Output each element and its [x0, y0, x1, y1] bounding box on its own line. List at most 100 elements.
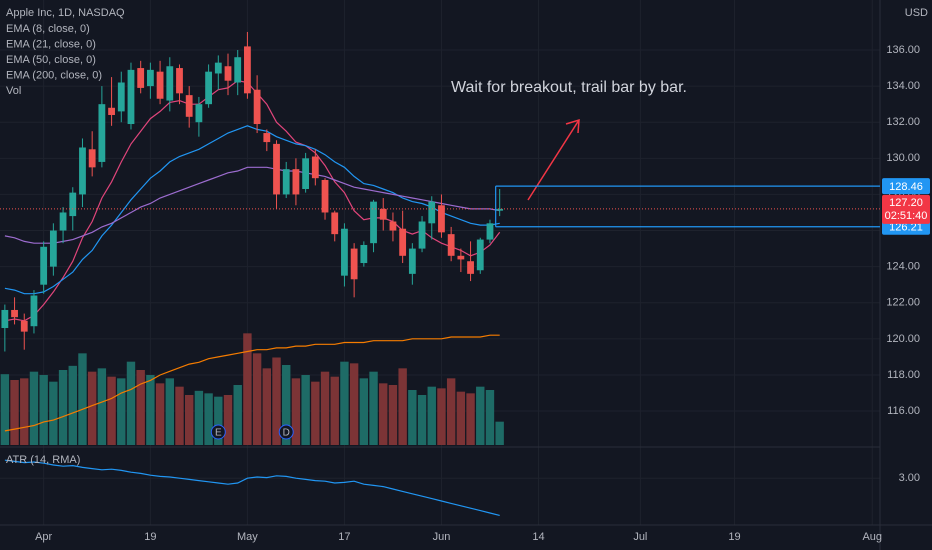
volume-bar — [437, 388, 446, 445]
volume-bar — [427, 386, 436, 445]
candle-body — [457, 255, 465, 260]
currency: USD — [905, 7, 928, 19]
volume-bar — [379, 383, 388, 445]
candle-body — [447, 234, 455, 256]
candle-body — [244, 46, 251, 94]
legend-entry: EMA (21, close, 0) — [6, 38, 96, 50]
candle-body — [156, 71, 164, 99]
last-price-bg — [882, 194, 930, 224]
ema-line — [4, 80, 501, 322]
chart-title: Apple Inc, 1D, NASDAQ — [6, 7, 125, 19]
candle-body — [1, 309, 9, 329]
volume-bar — [39, 375, 48, 445]
volume-bar — [87, 371, 97, 445]
y-tick-label: 116.00 — [887, 405, 920, 417]
y-tick-label: 118.00 — [887, 369, 920, 381]
volume-bar — [456, 391, 466, 445]
candle-body — [438, 205, 445, 233]
volume-bar — [417, 395, 427, 445]
candle-body — [166, 66, 174, 101]
candle-body — [40, 246, 48, 285]
x-tick-label: Jun — [433, 531, 451, 543]
volume-bar — [495, 421, 504, 445]
level-label-bg — [882, 178, 930, 195]
countdown: 02:51:40 — [885, 210, 928, 222]
candle-body — [302, 158, 310, 190]
volume-bar — [194, 390, 204, 445]
volume-bar — [291, 378, 301, 445]
candle-body — [418, 221, 426, 249]
volume-bar — [282, 365, 291, 445]
legend-entry: EMA (8, close, 0) — [6, 23, 90, 35]
candle-body — [408, 248, 416, 274]
candle-body — [88, 149, 96, 168]
legend-entry: Vol — [6, 85, 21, 97]
volume-bar — [126, 361, 136, 445]
candle-body — [370, 201, 377, 244]
y-tick-label: 130.00 — [886, 152, 920, 164]
candle-body — [292, 169, 300, 195]
candle-body — [341, 228, 348, 276]
volume-bar — [330, 376, 339, 445]
event-label: E — [215, 428, 222, 439]
volume-bar — [29, 371, 39, 445]
ema-line — [4, 166, 500, 244]
candle-body — [20, 320, 28, 332]
y-tick-label: 120.00 — [886, 333, 920, 345]
legend-entry: EMA (50, close, 0) — [6, 54, 96, 66]
candle-body — [30, 295, 38, 327]
candle-body — [59, 212, 67, 231]
candle-body — [399, 228, 407, 256]
candle-body — [195, 104, 203, 123]
x-tick-label: 17 — [338, 531, 350, 543]
volume-bar — [252, 353, 262, 445]
y-tick-label: 3.00 — [899, 472, 920, 484]
volume-bar — [49, 381, 58, 445]
candle-body — [108, 107, 115, 115]
volume-bar — [146, 375, 155, 445]
volume-bar — [184, 395, 194, 445]
volume-bar — [10, 380, 19, 445]
candle-body — [273, 143, 280, 195]
candle-body — [331, 212, 339, 235]
candle-body — [389, 221, 397, 231]
candle-body — [98, 104, 106, 162]
volume-bar — [117, 378, 126, 445]
candle-body — [263, 133, 271, 143]
x-tick-label: Jul — [633, 531, 647, 543]
candle-body — [282, 169, 290, 195]
candle-body — [69, 192, 77, 217]
volume-bar — [175, 386, 184, 445]
candle-body — [379, 208, 387, 220]
volume-bar — [243, 333, 252, 445]
volume-bar — [78, 353, 87, 445]
volume-bar — [408, 390, 417, 445]
x-tick-label: Aug — [862, 531, 882, 543]
volume-bar — [233, 385, 242, 445]
volume-bar — [349, 363, 359, 445]
candle-body — [428, 201, 436, 224]
atr-line — [4, 459, 500, 516]
x-tick-label: Apr — [35, 531, 52, 543]
volume-bar — [359, 378, 369, 445]
candle-body — [176, 68, 183, 94]
y-tick-label: 132.00 — [886, 116, 920, 128]
y-tick-label: 124.00 — [886, 261, 920, 273]
candle-body — [476, 239, 484, 271]
x-tick-label: May — [237, 531, 258, 543]
volume-bar — [476, 386, 485, 445]
candle-body — [224, 66, 232, 81]
candle-body — [214, 62, 222, 74]
volume-bar — [398, 368, 407, 445]
annotation-arrowhead — [565, 118, 580, 134]
x-tick-label: 19 — [728, 531, 740, 543]
last-price-label: 127.20 — [889, 197, 923, 209]
volume-bar — [262, 368, 272, 445]
candle-body — [360, 244, 368, 264]
ema-line — [4, 334, 500, 432]
volume-bar — [155, 383, 165, 445]
y-tick-label: 136.00 — [886, 44, 920, 56]
volume-bar — [58, 370, 68, 445]
